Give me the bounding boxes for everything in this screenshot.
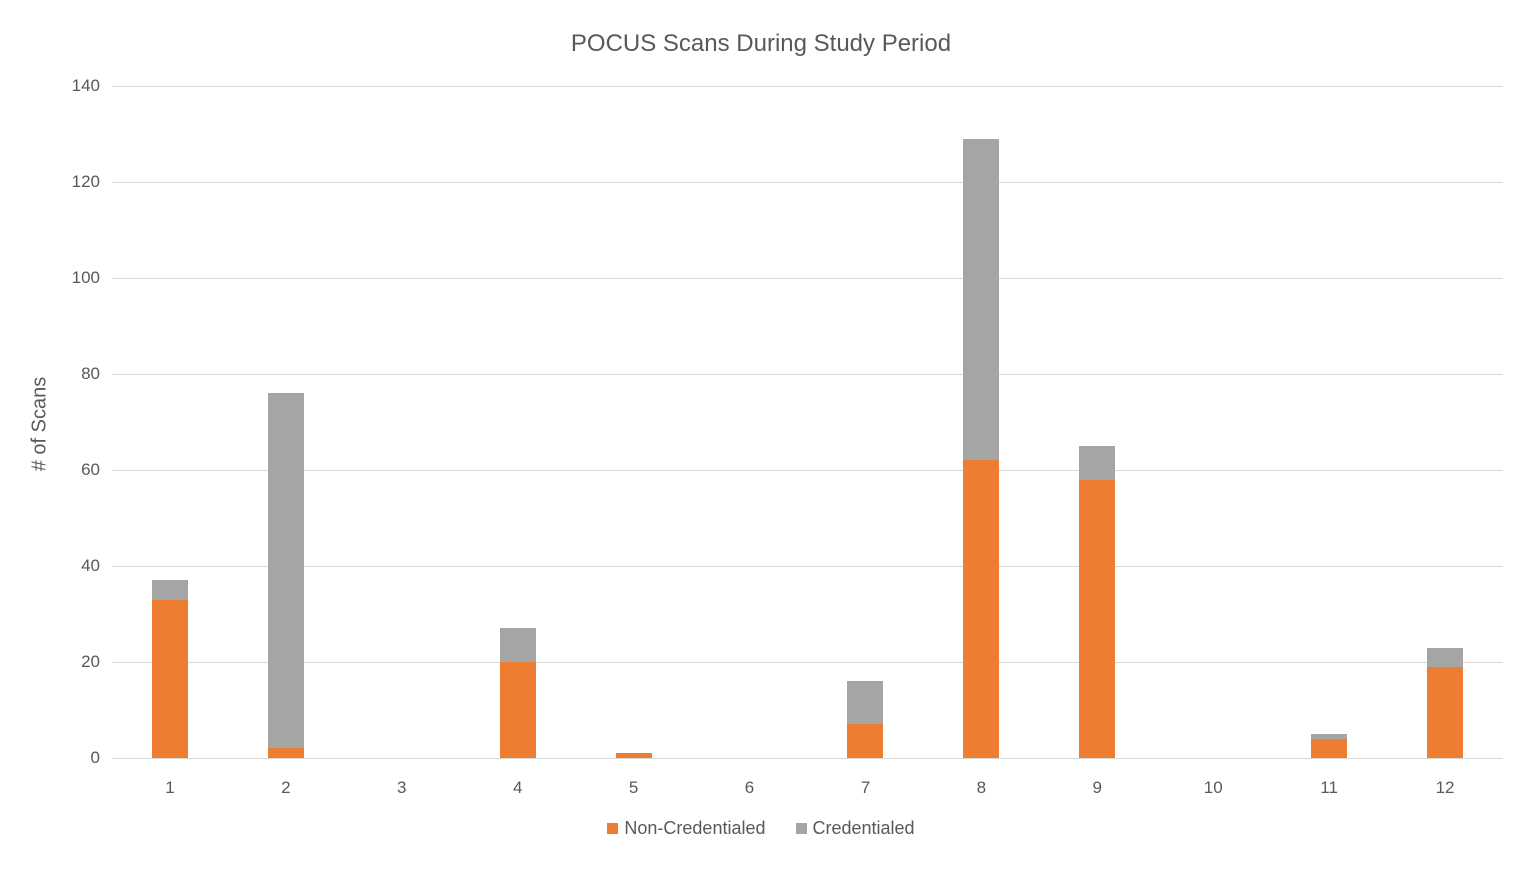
bar-segment-credentialed [1427,647,1464,667]
bar-segment-credentialed [151,580,188,600]
bar-segment-non-credentialed [1311,738,1348,758]
legend-item: Credentialed [795,818,915,839]
gridline [112,182,1503,183]
bar-segment-non-credentialed [1079,479,1116,758]
bar-segment-credentialed [267,393,304,749]
x-tick-label: 5 [628,778,639,797]
y-tick-label: 60 [81,460,100,479]
gridline [112,566,1503,567]
x-tick-label: 9 [1092,778,1103,797]
x-tick-label: 6 [744,778,755,797]
x-tick-label: 7 [860,778,871,797]
legend: Non-Credentialed Credentialed [0,818,1522,839]
y-tick-label: 0 [90,748,100,767]
stacked-bar [499,628,536,758]
bar-segment-non-credentialed [151,599,188,758]
y-tick-label: 20 [81,652,100,671]
x-tick-label: 4 [512,778,523,797]
legend-label: Non-Credentialed [624,818,766,838]
legend-item: Non-Credentialed [607,818,766,839]
bar-segment-credentialed [1311,734,1348,739]
y-tick-label: 120 [71,172,100,191]
gridline [112,278,1503,279]
bar-segment-non-credentialed [1427,666,1464,758]
y-tick-label: 80 [81,364,100,383]
bar-segment-non-credentialed [267,748,304,758]
gridline [112,662,1503,663]
x-tick-label: 12 [1435,778,1455,797]
stacked-bar [267,393,304,758]
y-tick-label: 100 [71,268,100,287]
stacked-bar [615,753,652,758]
gridline [112,758,1503,759]
bar-segment-credentialed [1079,446,1116,480]
stacked-bar [151,580,188,758]
y-tick-label: 40 [81,556,100,575]
bar-segment-credentialed [499,628,536,662]
x-tick-label: 11 [1320,778,1338,797]
bar-segment-non-credentialed [963,460,1000,758]
bar-segment-non-credentialed [499,662,536,758]
bar-segment-credentialed [847,681,884,725]
stacked-bar [963,138,1000,758]
y-axis-label: # of Scans [28,376,51,472]
x-tick-label: 1 [165,778,175,797]
gridline [112,470,1503,471]
legend-swatch-icon [607,823,619,834]
gridline [112,374,1503,375]
legend-label: Credentialed [812,818,915,838]
stacked-bar [1079,446,1116,758]
stacked-bar [1427,647,1464,758]
x-tick-label: 2 [281,778,291,797]
legend-swatch-icon [795,823,807,834]
x-tick-label: 3 [397,778,407,797]
plot-area [112,86,1503,759]
x-tick-label: 8 [976,778,987,797]
bar-segment-non-credentialed [847,724,884,758]
stacked-bar [1311,734,1348,758]
gridline [112,86,1503,87]
bar-segment-credentialed [963,138,1000,461]
stacked-bar [847,681,884,758]
y-tick-label: 140 [71,76,100,95]
x-tick-label: 10 [1203,778,1223,797]
chart-title: POCUS Scans During Study Period [570,30,952,57]
bar-segment-non-credentialed [615,753,652,758]
